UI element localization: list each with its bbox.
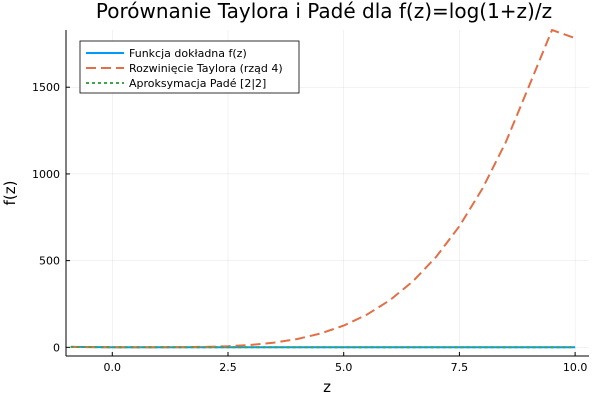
chart-title: Porównanie Taylora i Padé dla f(z)=log(1…: [96, 0, 552, 23]
x-tick-label: 7.5: [451, 361, 469, 374]
legend-label-2: Aproksymacja Padé [2|2]: [129, 77, 266, 90]
legend: Funkcja dokładna f(z) Rozwinięcie Taylora…: [79, 40, 300, 94]
x-tick-label: 0.0: [104, 361, 122, 374]
x-axis-label: z: [323, 378, 331, 396]
x-tick-label: 5.0: [335, 361, 353, 374]
plot-frame: [65, 30, 589, 357]
series-layer: [70, 29, 576, 349]
y-tick-label: 0: [53, 341, 60, 354]
legend-label-1: Rozwinięcie Taylora (rząd 4): [129, 62, 283, 75]
x-tick-label: 10.0: [563, 361, 588, 374]
series-line-1: [70, 29, 576, 349]
y-tick-label: 500: [39, 255, 60, 268]
x-ticks: 0.0 2.5 5.0 7.5 10.0: [104, 352, 588, 374]
y-ticks: 0 500 1000 1500: [32, 81, 70, 354]
x-tick-label: 2.5: [219, 361, 237, 374]
legend-label-0: Funkcja dokładna f(z): [129, 47, 247, 60]
y-axis-label: f(z): [1, 181, 19, 206]
y-tick-label: 1500: [32, 81, 60, 94]
y-tick-label: 1000: [32, 168, 60, 181]
